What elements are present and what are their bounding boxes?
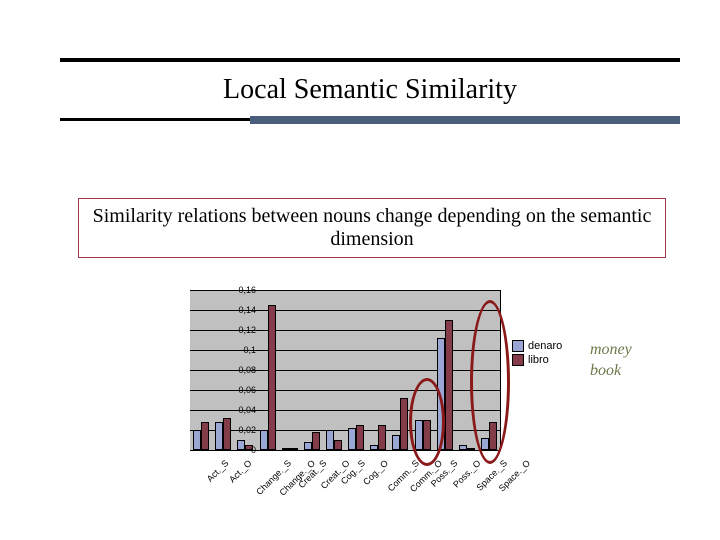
chart-plot-area [190,290,501,450]
legend-label-libro: libro [528,354,549,366]
chart-xlabel: Act._S [205,458,231,484]
bar-libro [400,398,408,450]
bar-libro [290,448,298,450]
chart-xlabel: Act._O [227,458,254,485]
bar-libro [312,432,320,450]
bar-denaro [415,420,423,450]
bar-denaro [326,430,334,450]
legend-item-libro: libro [512,354,562,366]
chart-ytick: 0,04 [238,405,256,415]
page-title: Local Semantic Similarity [60,74,680,106]
bar-denaro [215,422,223,450]
bar-libro [223,418,231,450]
bar-libro [378,425,386,450]
bar-denaro [437,338,445,450]
chart-ytick: 0,16 [238,285,256,295]
chart-ytick: 0,08 [238,365,256,375]
bar-libro [423,420,431,450]
bar-libro [489,422,497,450]
gloss-book: book [590,361,632,382]
chart-ytick: 0,02 [238,425,256,435]
bar-denaro [282,448,290,450]
legend-item-denaro: denaro [512,340,562,352]
bar-denaro [481,438,489,450]
chart-ytick: 0,14 [238,305,256,315]
gloss-money: money [590,340,632,361]
bar-libro [356,425,364,450]
legend-swatch-denaro [512,340,524,352]
bar-libro [334,440,342,450]
bar-libro [201,422,209,450]
bar-libro [467,448,475,450]
bar-denaro [304,442,312,450]
bar-denaro [459,445,467,450]
bar-denaro [237,440,245,450]
chart-xlabel: Cog._O [361,458,390,487]
chart-ytick: 0,12 [238,325,256,335]
chart-ytick: 0,1 [243,345,256,355]
top-rule [60,58,680,62]
chart-gridline [190,450,500,451]
bar-denaro [260,430,268,450]
similarity-chart: 00,020,040,060,080,10,120,140,16 Act._SA… [150,290,570,510]
gloss-labels: money book [590,340,632,382]
statement-box: Similarity relations between nouns chang… [78,198,666,258]
bar-denaro [348,428,356,450]
legend-swatch-libro [512,354,524,366]
chart-legend: denaro libro [512,340,562,368]
title-underline [60,118,680,128]
bar-denaro [392,435,400,450]
bar-libro [445,320,453,450]
chart-ytick: 0,06 [238,385,256,395]
bar-denaro [370,445,378,450]
legend-label-denaro: denaro [528,340,562,352]
bar-denaro [193,430,201,450]
bar-libro [268,305,276,450]
